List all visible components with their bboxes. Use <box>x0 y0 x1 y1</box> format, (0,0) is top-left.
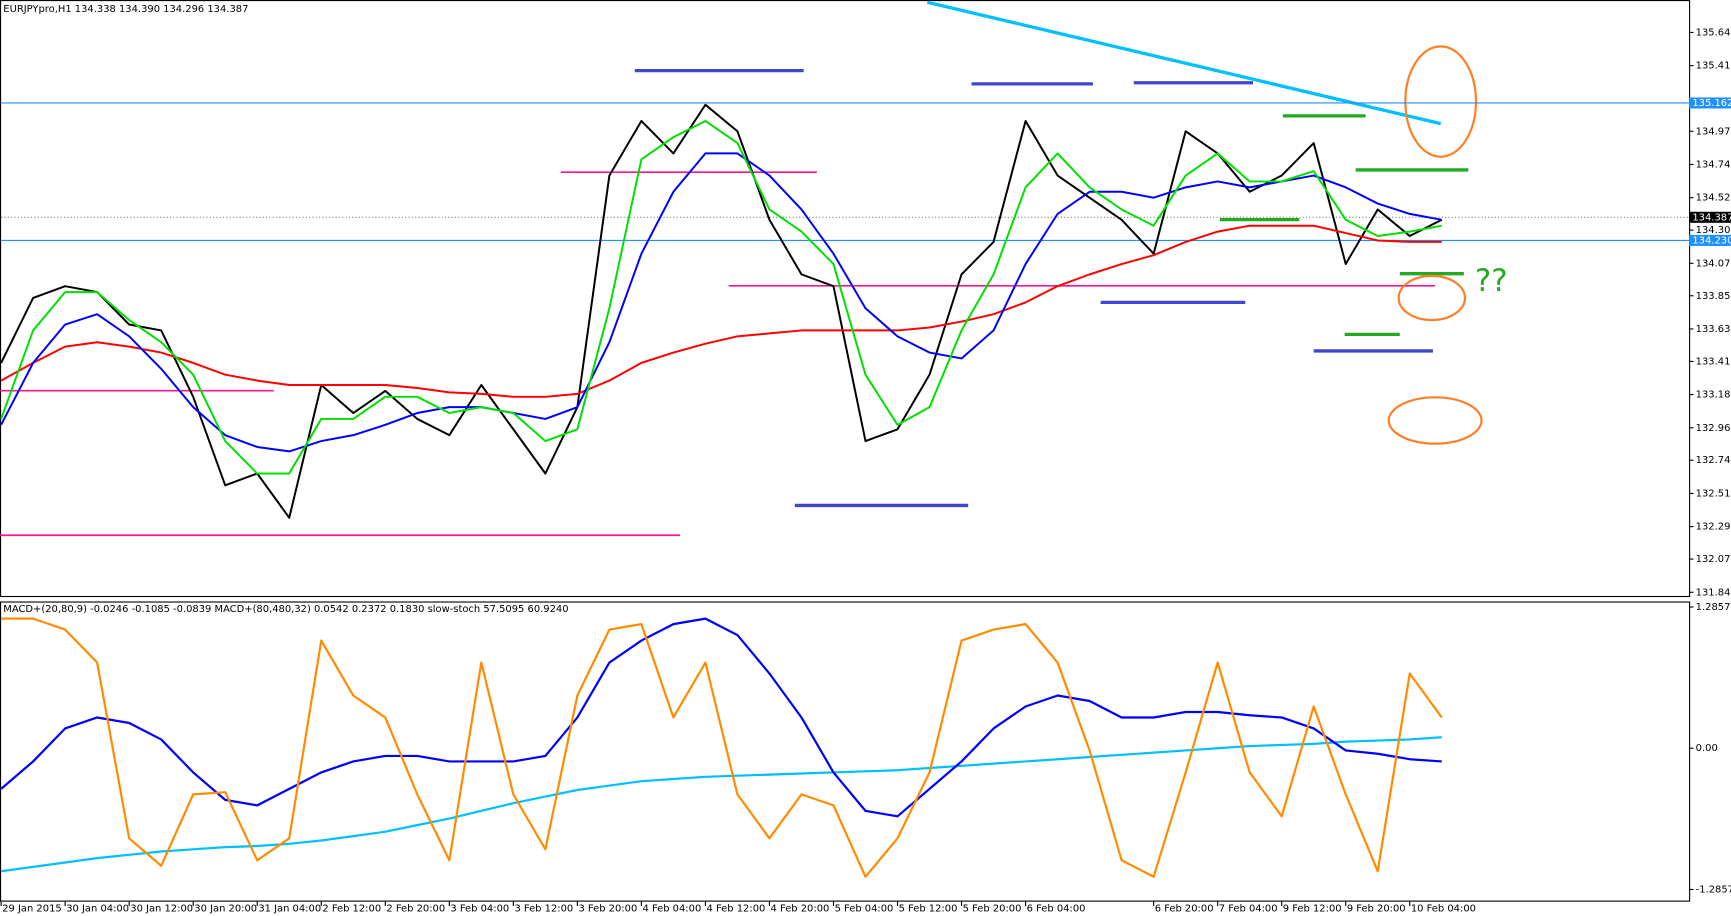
y-tick-label: 135.415 <box>1696 61 1731 72</box>
y-tick-label: 133.630 <box>1696 324 1731 335</box>
x-tick-label: 3 Feb 04:00 <box>450 903 509 914</box>
x-tick-label: 4 Feb 12:00 <box>707 903 766 914</box>
y-tick-label: 133.855 <box>1696 291 1731 302</box>
annotation: ?? <box>1475 263 1508 299</box>
x-tick-label: 4 Feb 04:00 <box>643 903 702 914</box>
y-tick-label: 131.845 <box>1696 587 1731 598</box>
x-tick-label: 9 Feb 12:00 <box>1283 903 1342 914</box>
y-tick-label: 132.515 <box>1696 488 1731 499</box>
x-tick-label: 31 Jan 04:00 <box>258 903 321 914</box>
y-tick-label: -1.2857 <box>1696 884 1731 895</box>
y-tick-label: 134.075 <box>1696 258 1731 269</box>
ellipses <box>1387 45 1483 445</box>
x-tick-label: 9 Feb 20:00 <box>1347 903 1406 914</box>
x-tick-label: 2 Feb 12:00 <box>322 903 381 914</box>
highlight-ellipse <box>1404 45 1478 158</box>
y-tick-label: 135.640 <box>1696 27 1731 38</box>
x-tick-label: 30 Jan 04:00 <box>66 903 129 914</box>
y-tick-label: 1.2857 <box>1696 602 1731 613</box>
price-flag-label: 135.162 <box>1692 98 1731 109</box>
price-flag-label: 134.387 <box>1692 212 1731 223</box>
y-tick-label: 132.960 <box>1696 423 1731 434</box>
price-flag-label: 134.230 <box>1692 235 1731 246</box>
price-flag <box>1689 211 1731 223</box>
x-tick-label: 30 Jan 20:00 <box>194 903 257 914</box>
price-flag <box>1689 97 1731 109</box>
x-tick-label: 4 Feb 20:00 <box>771 903 830 914</box>
series-line <box>0 617 1442 818</box>
y-tick-label: 133.410 <box>1696 356 1731 367</box>
highlight-ellipse <box>1387 396 1483 445</box>
x-tick-label: 30 Jan 12:00 <box>130 903 193 914</box>
x-tick-label: 6 Feb 04:00 <box>1027 903 1086 914</box>
y-tick-label: 134.745 <box>1696 159 1731 170</box>
x-tick-label: 6 Feb 20:00 <box>1155 903 1214 914</box>
series-line <box>0 152 1442 453</box>
highlight-ellipse <box>1397 274 1467 322</box>
indicator-pane <box>0 601 1691 902</box>
series-line <box>0 103 1443 519</box>
drawings <box>634 0 1469 508</box>
y-tick-label: 134.970 <box>1696 126 1731 137</box>
x-tick-label: 3 Feb 12:00 <box>514 903 573 914</box>
x-tick-label: 5 Feb 04:00 <box>835 903 894 914</box>
series-line <box>0 119 1442 475</box>
x-tick-label: 5 Feb 12:00 <box>899 903 958 914</box>
chart-title: EURJPYpro,H1 134.338 134.390 134.296 134… <box>3 4 248 15</box>
indicator-title: MACD+(20,80,9) -0.0246 -0.1085 -0.0839 M… <box>3 604 568 615</box>
price-pane <box>0 0 1691 598</box>
series-line <box>0 224 1442 398</box>
series-line <box>0 736 1442 873</box>
x-tick-label: 5 Feb 20:00 <box>963 903 1022 914</box>
y-tick-label: 133.185 <box>1696 390 1731 401</box>
x-tick-label: 3 Feb 20:00 <box>578 903 637 914</box>
x-tick-label: 10 Feb 04:00 <box>1411 903 1476 914</box>
y-tick-label: 134.300 <box>1696 225 1731 236</box>
y-tick-label: 132.070 <box>1696 554 1731 565</box>
series-line <box>1 617 1443 878</box>
x-tick-label: 7 Feb 04:00 <box>1219 903 1278 914</box>
x-tick-label: 2 Feb 20:00 <box>386 903 445 914</box>
y-tick-label: 134.520 <box>1696 193 1731 204</box>
y-tick-label: 132.290 <box>1696 522 1731 533</box>
price-flag <box>1689 234 1731 246</box>
y-tick-label: 0.00 <box>1696 743 1718 754</box>
x-tick-label: 29 Jan 2015 <box>2 903 61 914</box>
y-tick-label: 132.740 <box>1696 455 1731 466</box>
